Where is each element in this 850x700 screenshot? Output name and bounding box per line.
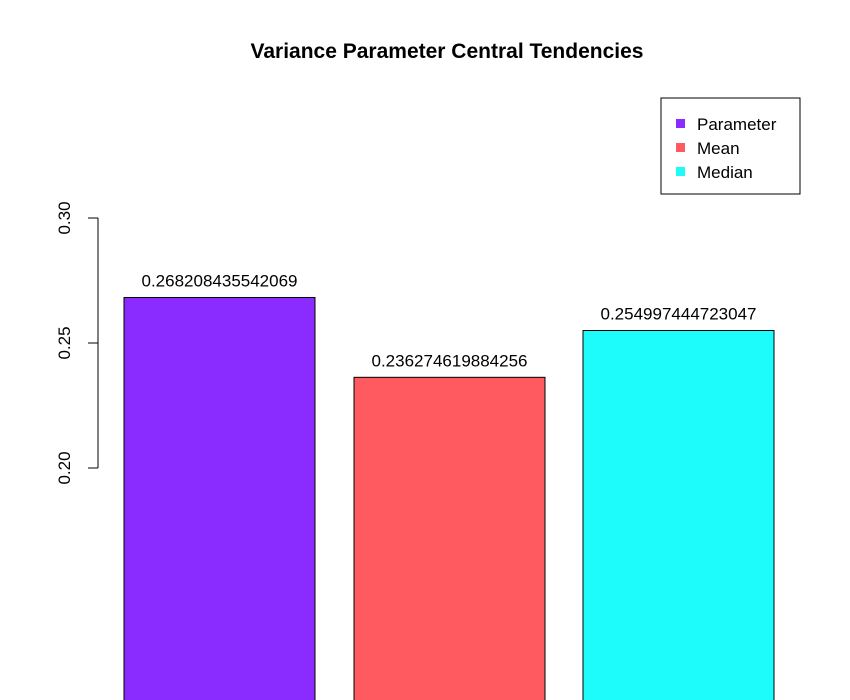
y-tick-label: 0.30: [55, 201, 74, 234]
y-tick-label: 0.25: [55, 326, 74, 359]
y-axis: 0.20 0.25 0.30: [55, 201, 99, 485]
data-labels: 0.268208435542069 0.236274619884256 0.2549…: [142, 271, 757, 370]
legend: Parameter Mean Median: [660, 97, 801, 195]
legend-swatch-parameter: [676, 119, 685, 128]
bar-parameter: [123, 296, 316, 700]
chart-title: Variance Parameter Central Tendencies: [251, 40, 644, 63]
legend-swatch-mean: [676, 143, 685, 152]
bars: [123, 296, 775, 700]
y-tick-label: 0.20: [55, 451, 74, 484]
bar-mean: [353, 376, 546, 700]
legend-label-mean: Mean: [697, 139, 740, 158]
legend-swatch-median: [676, 167, 685, 176]
bar-median: [582, 330, 775, 700]
legend-label-parameter: Parameter: [697, 115, 777, 134]
legend-label-median: Median: [697, 163, 753, 182]
data-label-median: 0.254997444723047: [601, 305, 757, 324]
data-label-parameter: 0.268208435542069: [142, 271, 298, 290]
data-label-mean: 0.236274619884256: [372, 351, 528, 370]
